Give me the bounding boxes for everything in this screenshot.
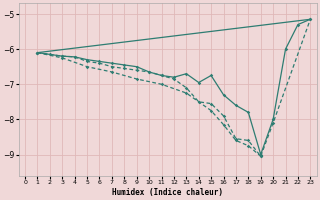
X-axis label: Humidex (Indice chaleur): Humidex (Indice chaleur) (112, 188, 223, 197)
